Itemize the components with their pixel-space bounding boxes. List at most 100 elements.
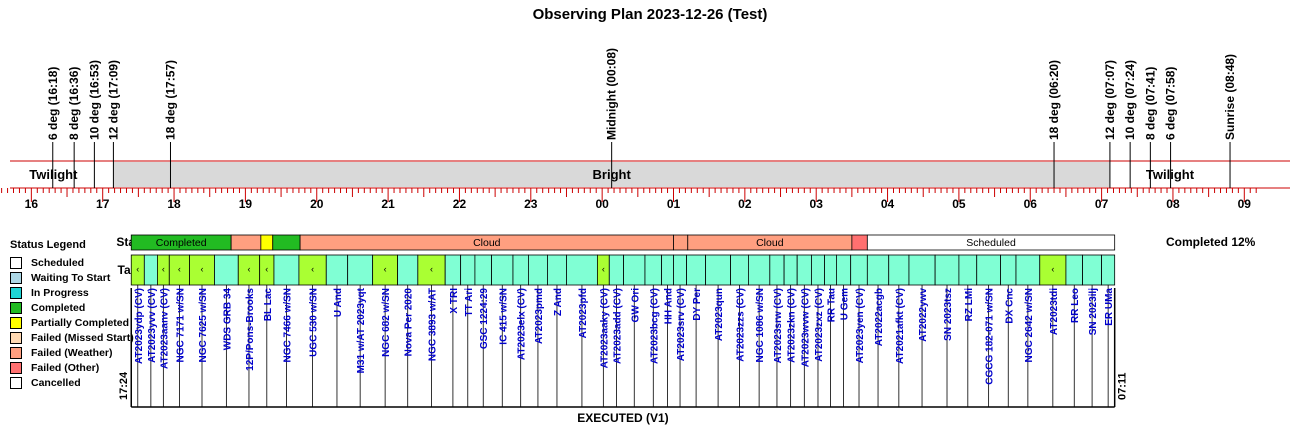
- event-label: 8 deg (07:41): [1143, 67, 1157, 140]
- target-name: AT2023yen (CV): [855, 288, 866, 363]
- target-name: DY Per: [692, 288, 703, 321]
- target-block: [730, 254, 749, 286]
- target-block: [888, 254, 910, 286]
- target-name: WDS GRB 34: [222, 288, 233, 351]
- executed-label: EXECUTED (V1): [577, 411, 668, 425]
- status-segment-label: Completed: [156, 237, 207, 249]
- event-label: 12 deg (17:09): [106, 60, 120, 140]
- legend-label: Partially Completed: [31, 316, 130, 329]
- target-name: M31 w/AT 2023yqt: [356, 287, 367, 373]
- target-name: AT2023zzs (CV): [735, 288, 746, 362]
- target-name: AT2023zkn (CV): [787, 288, 798, 363]
- event-label: Midnight (00:08): [605, 48, 619, 140]
- target-name: BL Lac: [263, 288, 274, 322]
- legend-label: Cancelled: [31, 376, 81, 389]
- legend-label: In Progress: [31, 286, 89, 299]
- done-marker: ‹: [265, 264, 268, 274]
- target-name: AT2023zxz (CV): [814, 288, 825, 362]
- hour-label: 00: [595, 197, 609, 211]
- target-block: [444, 254, 462, 286]
- legend-swatch: [10, 346, 22, 359]
- status-segment: [851, 234, 868, 251]
- done-marker: ‹: [178, 264, 181, 274]
- target-block: [866, 254, 890, 286]
- hour-label: 07: [1095, 197, 1109, 211]
- target-name: X TRI: [449, 288, 460, 314]
- target-block: [214, 254, 239, 286]
- target-name: AT2023aanv (CV): [159, 288, 170, 369]
- target-block: [783, 254, 798, 286]
- event-label: 10 deg (16:53): [87, 60, 101, 140]
- done-marker: ‹: [1051, 264, 1054, 274]
- target-block: [1000, 254, 1017, 286]
- target-name: AT2023aaky (CV): [599, 288, 610, 368]
- target-name: AT2022acgb: [874, 288, 885, 346]
- status-segment: [866, 234, 1116, 251]
- target-name: 12P/Pons-Brooks: [245, 288, 256, 371]
- target-block: [325, 254, 349, 286]
- done-marker: ‹: [311, 264, 314, 274]
- target-block: [474, 254, 492, 286]
- legend-item: Failed (Other): [10, 360, 160, 375]
- hour-label: 21: [381, 197, 395, 211]
- legend-item: Failed (Missed Start): [10, 330, 160, 345]
- target-name: NGC 1086 w/SN: [755, 288, 766, 362]
- target-name: HH And: [664, 288, 675, 324]
- hour-label: 04: [881, 197, 895, 211]
- legend-swatch: [10, 271, 22, 284]
- target-name: AT2023qun: [714, 288, 725, 341]
- event-label: 8 deg (16:36): [67, 67, 81, 140]
- target-block: [673, 254, 687, 286]
- legend-label: Waiting To Start: [31, 271, 111, 284]
- legend-item: Failed (Weather): [10, 345, 160, 360]
- legend-item: Completed: [10, 300, 160, 315]
- target-block: [908, 254, 936, 286]
- target-block: [686, 254, 707, 286]
- target-block: [347, 254, 374, 286]
- band-label: Twilight: [29, 167, 78, 182]
- hour-label: 23: [524, 197, 538, 211]
- hour-label: 02: [738, 197, 752, 211]
- target-block: [397, 254, 419, 286]
- target-name: NGC 2642 w/SN: [1024, 288, 1035, 362]
- target-block: [769, 254, 785, 286]
- target-name: AT2023yvv (CV): [147, 288, 158, 363]
- legend-item: In Progress: [10, 285, 160, 300]
- target-block: [566, 254, 598, 286]
- target-block: [661, 254, 674, 286]
- target-name: AT2021afkt (CV): [895, 288, 906, 364]
- legend-item: Scheduled: [10, 255, 160, 270]
- target-name: NGC 7171 w/SN: [175, 288, 186, 362]
- target-name: U And: [333, 288, 344, 317]
- target-block: [811, 254, 825, 286]
- schedule-start-time: 17:24: [118, 371, 130, 400]
- hour-label: 03: [810, 197, 824, 211]
- target-name: NGC 7625 w/SN: [198, 288, 209, 362]
- legend-swatch: [10, 361, 22, 374]
- target-name: RR Tau: [826, 288, 837, 322]
- hour-label: 01: [667, 197, 681, 211]
- target-name: AT2023elx (CV): [517, 288, 528, 360]
- target-block: [460, 254, 476, 286]
- legend-title: Status Legend: [10, 239, 86, 251]
- target-name: RZ LMi: [964, 288, 975, 322]
- done-marker: ‹: [162, 264, 165, 274]
- target-name: U Gem: [840, 288, 851, 320]
- target-name: NGC 682 w/SN: [381, 288, 392, 357]
- target-name: RR Leo: [1070, 288, 1081, 323]
- target-name: AT2023add (CV): [612, 288, 623, 364]
- legend-swatch: [10, 286, 22, 299]
- target-name: AT2023tdi: [1049, 288, 1060, 335]
- event-label: 18 deg (17:57): [163, 60, 177, 140]
- target-block: [623, 254, 646, 286]
- target-name: NGC 7466 w/SN: [282, 288, 293, 362]
- hour-label: 17: [96, 197, 110, 211]
- target-name: Nova Per 2020: [404, 288, 415, 357]
- target-block: [512, 254, 529, 286]
- target-name: CGCG 182-071 w/SN: [985, 288, 996, 385]
- target-block: [1065, 254, 1083, 286]
- hour-label: 08: [1166, 197, 1180, 211]
- status-segment-label: Cloud: [473, 237, 501, 249]
- target-name: SN 2023tsz: [943, 288, 954, 341]
